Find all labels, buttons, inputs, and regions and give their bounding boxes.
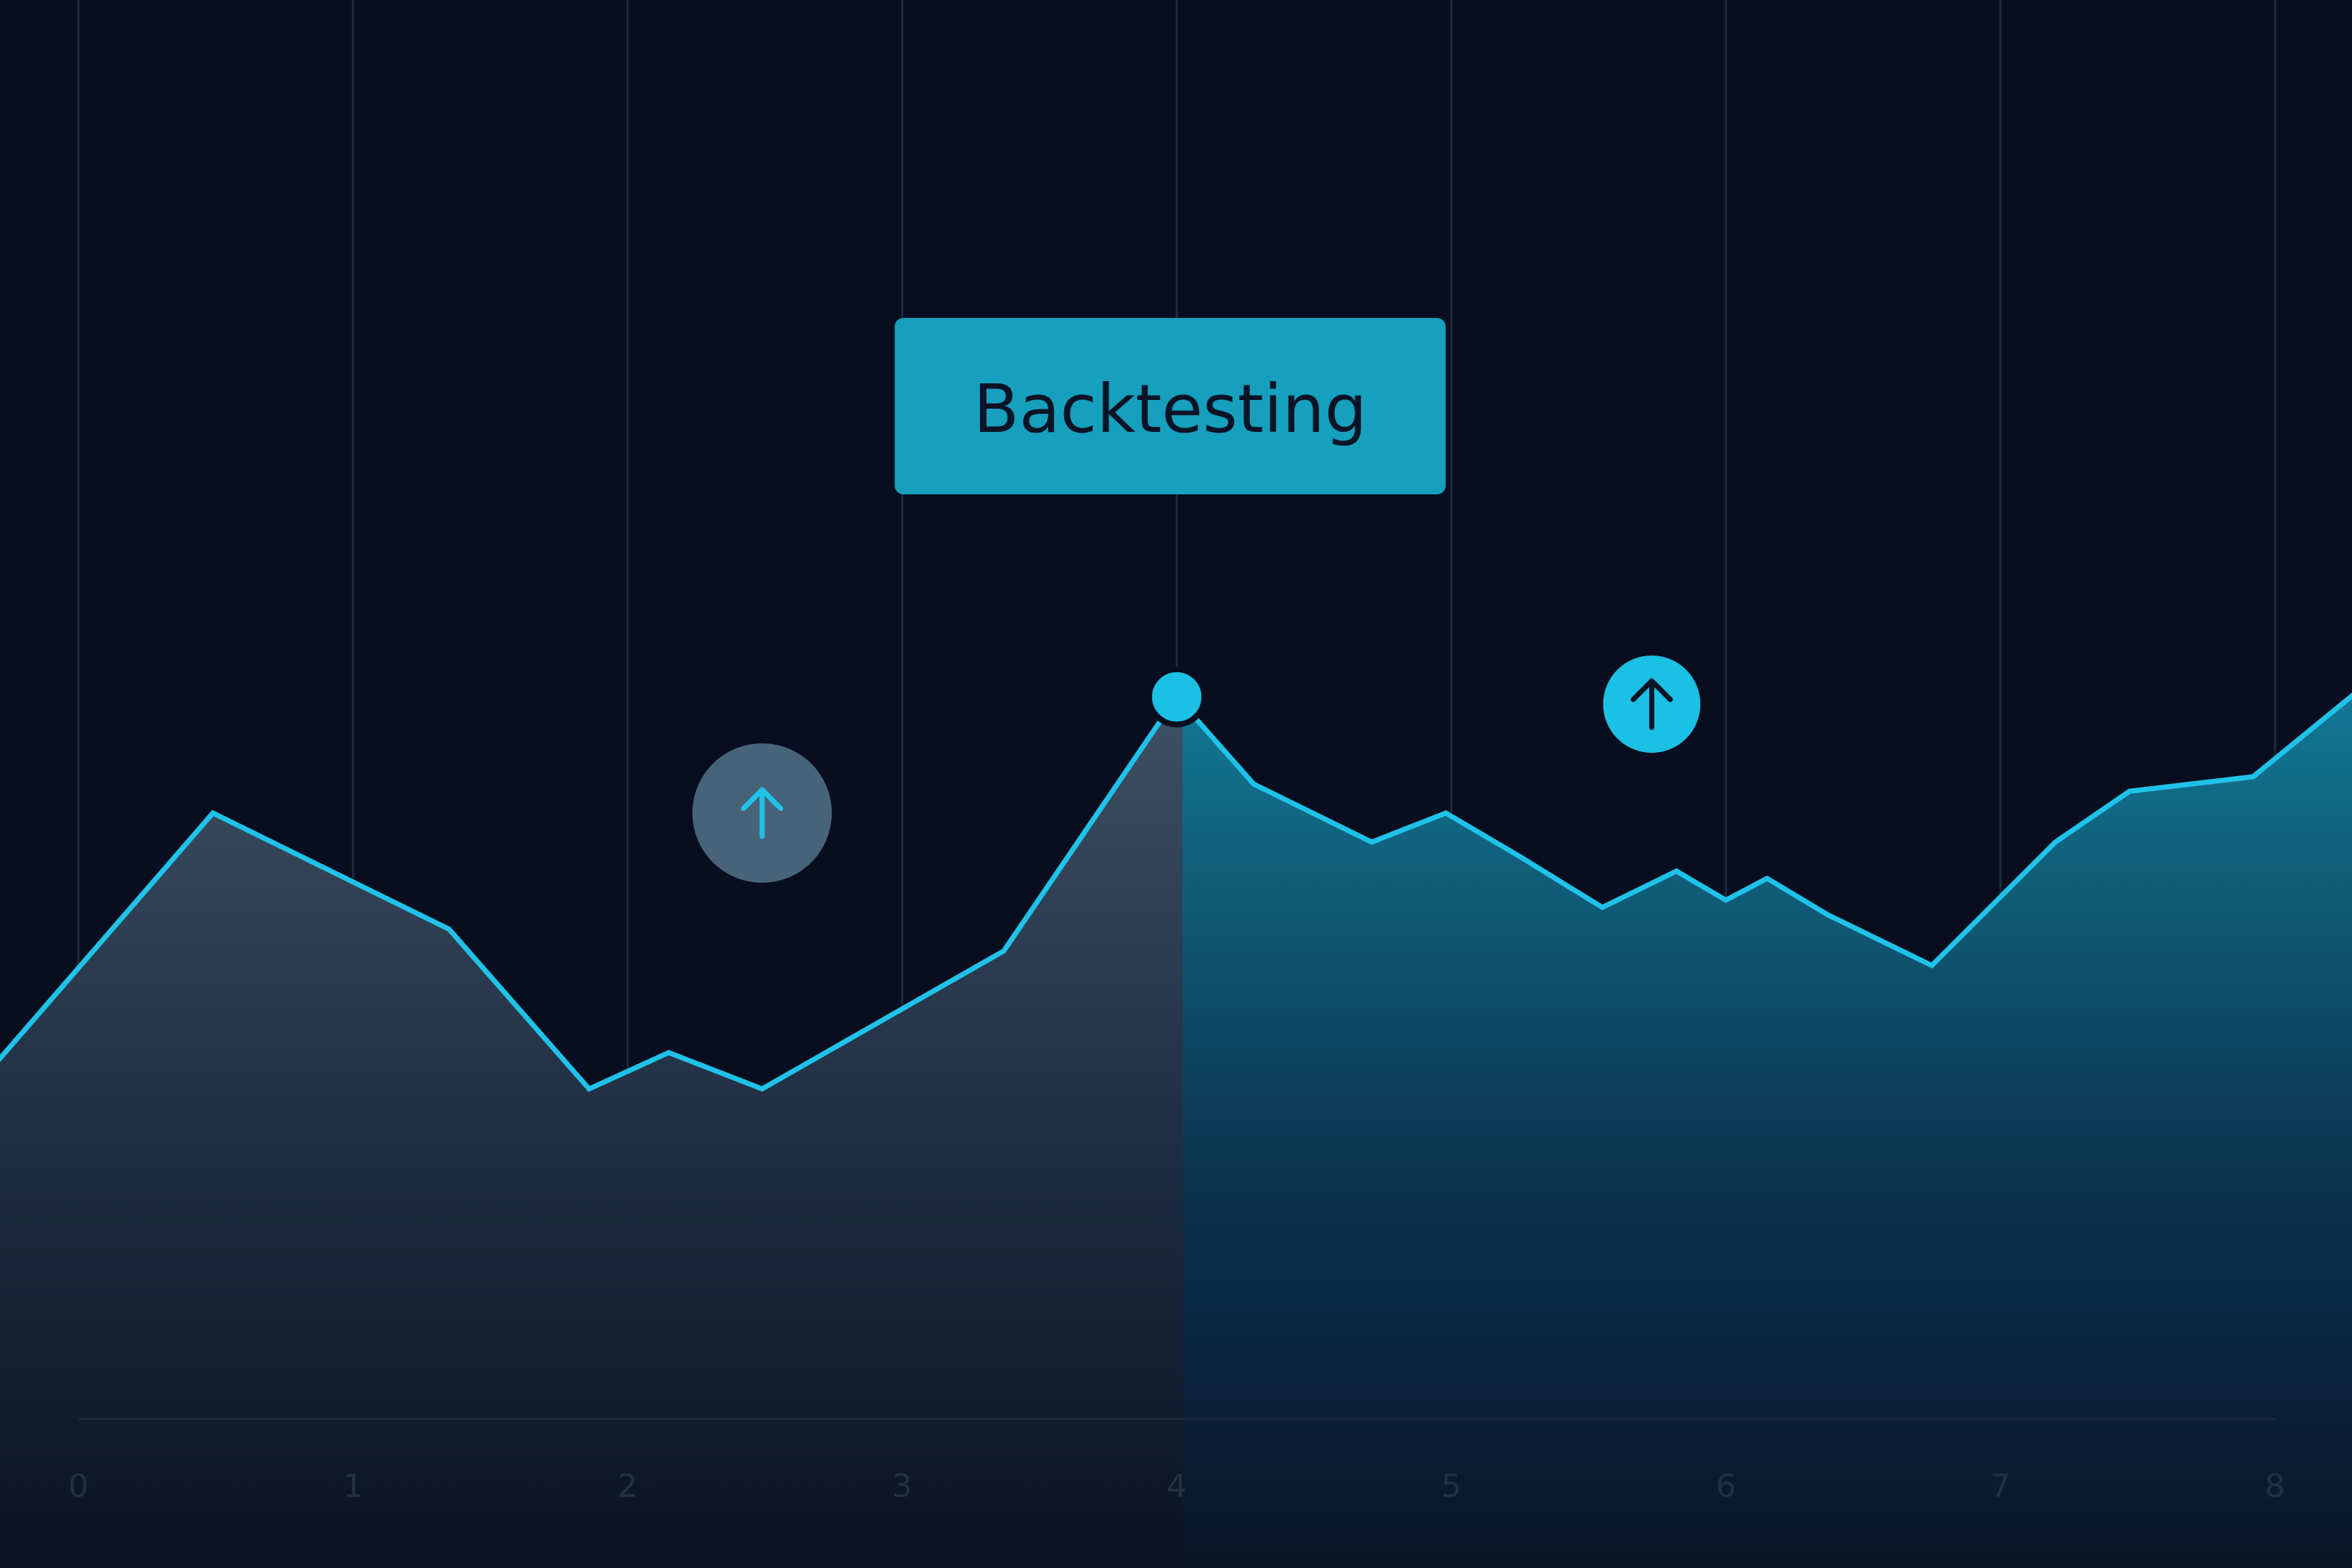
x-tick-label-5: 5 — [1441, 1468, 1461, 1505]
arrow-up-icon — [740, 787, 783, 839]
x-tick-label-2: 2 — [618, 1468, 638, 1505]
x-tick-label-8: 8 — [2265, 1468, 2285, 1505]
x-tick-label-3: 3 — [892, 1468, 912, 1505]
x-tick-label-1: 1 — [343, 1468, 363, 1505]
x-tick-label-6: 6 — [1716, 1468, 1736, 1505]
series-line — [0, 692, 2352, 1093]
backtesting-callout: Backtesting — [894, 318, 1446, 669]
x-tick-label-0: 0 — [68, 1468, 89, 1505]
callout-box — [894, 318, 1446, 494]
area-fill-backtest — [0, 697, 1183, 1568]
callout-label: Backtesting — [973, 370, 1367, 448]
up-markers — [692, 656, 1701, 883]
area-fill-live — [1183, 695, 2352, 1568]
arrow-up-icon — [1630, 678, 1673, 730]
up-marker-active — [1603, 656, 1701, 753]
up-marker-muted — [692, 743, 832, 883]
x-axis-tick-labels: 0 1 2 3 4 5 6 7 8 — [68, 1468, 2285, 1505]
x-tick-label-4: 4 — [1167, 1468, 1187, 1505]
highlight-point — [1146, 666, 1207, 727]
x-tick-label-7: 7 — [1990, 1468, 2011, 1505]
